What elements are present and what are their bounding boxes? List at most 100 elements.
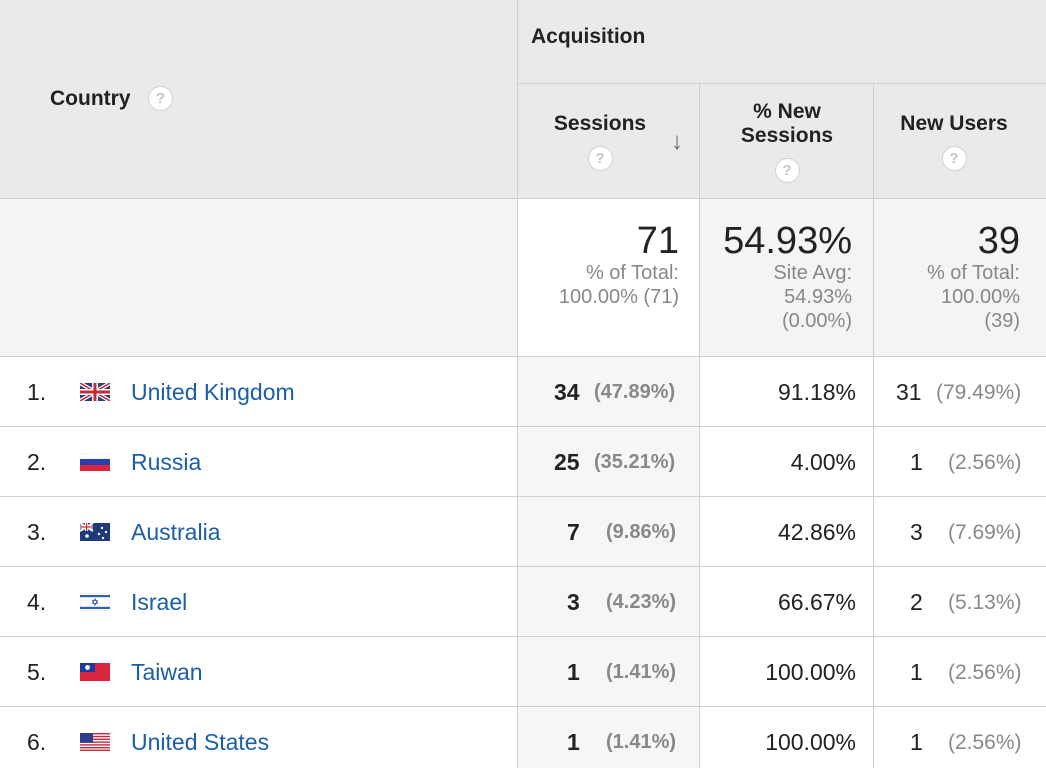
sessions-percent: (4.23%) [606,591,677,613]
new-users-help-icon[interactable]: ? [941,146,967,171]
summary-label-cell [0,199,517,357]
new-users-percent: (79.49%) [936,381,1022,404]
sessions-value: 25 [554,449,580,475]
sessions-percent: (1.41%) [606,661,677,683]
summary-new-sessions-line2: 54.93% [784,286,852,308]
country-link-taiwan[interactable]: Taiwan [131,659,203,685]
row-rank: 6. [27,729,47,755]
new-sessions-cell: 42.86% [699,497,873,566]
row-rank: 3. [27,519,47,545]
sessions-header-label[interactable]: Sessions [553,112,647,135]
summary-sessions-line1: % of Total: [585,262,679,284]
new-sessions-cell: 100.00% [699,707,873,768]
new-users-header-label[interactable]: New Users [900,112,1008,135]
summary-new-users-line2: 100.00% [941,286,1020,308]
sessions-percent: (35.21%) [594,451,676,473]
sessions-cell: 3 (4.23%) [517,567,699,636]
new-users-value: 1 [910,449,923,475]
row-rank: 4. [27,589,47,615]
new-users-cell: 31 (79.49%) [873,357,1046,426]
country-help-icon[interactable]: ? [148,86,173,111]
sort-descending-icon[interactable]: ↓ [671,128,683,155]
new-sessions-help-icon[interactable]: ? [774,158,800,183]
new-sessions-cell: 66.67% [699,567,873,636]
sessions-header-cell[interactable]: Sessions ? ↓ [517,84,699,199]
table-row[interactable]: 4. Israel 3 (4.23%) 66.67% 2 (5.13%) [0,567,1046,637]
new-users-percent: (2.56%) [948,661,1022,684]
new-users-value: 2 [910,589,923,615]
new-sessions-value: 100.00% [765,729,856,755]
country-link-united-kingdom[interactable]: United Kingdom [131,379,295,405]
taiwan-flag-icon [80,663,110,681]
israel-flag-icon [80,593,110,611]
new-users-cell: 1 (2.56%) [873,637,1046,706]
new-users-value: 1 [910,729,923,755]
row-rank: 1. [27,379,47,405]
sessions-percent: (9.86%) [606,521,677,543]
summary-new-users-cell: 39 % of Total: 100.00% (39) [873,199,1046,357]
row-rank: 2. [27,449,47,475]
sessions-percent: (1.41%) [606,731,677,753]
table-row[interactable]: 6. United States 1 (1.41%) 100.00% 1 (2.… [0,707,1046,768]
acquisition-group-header: Acquisition [517,0,1046,84]
new-users-percent: (2.56%) [948,731,1022,754]
new-users-percent: (5.13%) [948,591,1022,614]
sessions-value: 1 [567,729,580,755]
table-row[interactable]: 2. Russia 25 (35.21%) 4.00% 1 (2.56%) [0,427,1046,497]
sessions-value: 1 [567,659,580,685]
new-users-cell: 1 (2.56%) [873,427,1046,496]
country-header-cell: Country ? [0,0,517,199]
summary-new-sessions-value: 54.93% [723,220,852,262]
sessions-value: 7 [567,519,580,545]
sessions-cell: 1 (1.41%) [517,637,699,706]
new-sessions-value: 66.67% [777,589,856,615]
sessions-cell: 7 (9.86%) [517,497,699,566]
summary-new-users-line1: % of Total: [926,262,1020,284]
new-users-header-cell[interactable]: New Users ? [873,84,1046,199]
new-users-cell: 2 (5.13%) [873,567,1046,636]
australia-flag-icon [80,523,110,541]
new-sessions-header-label-line1[interactable]: % New [753,100,821,123]
new-sessions-value: 91.18% [777,379,856,405]
new-users-value: 31 [896,379,922,405]
summary-new-users-line3: (39) [984,310,1020,332]
country-link-united-states[interactable]: United States [131,729,270,755]
table-row[interactable]: 1. United Kingdom 34 (47.89%) 91.18% 31 … [0,357,1046,427]
russia-flag-icon [80,453,110,471]
summary-sessions-cell: 71 % of Total: 100.00% (71) [517,199,699,357]
summary-new-sessions-line3: (0.00%) [781,310,852,332]
new-users-value: 1 [910,659,923,685]
new-users-percent: (2.56%) [948,451,1022,474]
sessions-cell: 1 (1.41%) [517,707,699,768]
acquisition-label: Acquisition [531,25,646,48]
us-flag-icon [80,733,110,751]
sessions-value: 34 [554,379,580,405]
sessions-value: 3 [567,589,580,615]
new-sessions-value: 4.00% [790,449,856,475]
new-sessions-header-label-line2[interactable]: Sessions [740,124,834,147]
new-users-cell: 3 (7.69%) [873,497,1046,566]
new-sessions-cell: 100.00% [699,637,873,706]
new-sessions-value: 100.00% [765,659,856,685]
country-link-israel[interactable]: Israel [131,589,188,615]
summary-sessions-value: 71 [636,220,679,262]
sessions-cell: 25 (35.21%) [517,427,699,496]
new-users-percent: (7.69%) [948,521,1022,544]
sessions-cell: 34 (47.89%) [517,357,699,426]
summary-sessions-line2: 100.00% (71) [558,286,679,308]
new-sessions-header-cell[interactable]: % New Sessions ? [699,84,873,199]
summary-new-users-value: 39 [977,220,1020,262]
sessions-help-icon[interactable]: ? [587,146,613,171]
table-row[interactable]: 3. Australia 7 (9.86%) 42.86% 3 (7.69%) [0,497,1046,567]
new-sessions-cell: 91.18% [699,357,873,426]
new-sessions-cell: 4.00% [699,427,873,496]
country-header-label[interactable]: Country [50,87,131,110]
new-users-cell: 1 (2.56%) [873,707,1046,768]
uk-flag-icon [80,383,110,401]
new-sessions-value: 42.86% [777,519,856,545]
table-row[interactable]: 5. Taiwan 1 (1.41%) 100.00% 1 (2.56%) [0,637,1046,707]
country-link-russia[interactable]: Russia [131,449,202,475]
row-rank: 5. [27,659,47,685]
country-link-australia[interactable]: Australia [131,519,221,545]
